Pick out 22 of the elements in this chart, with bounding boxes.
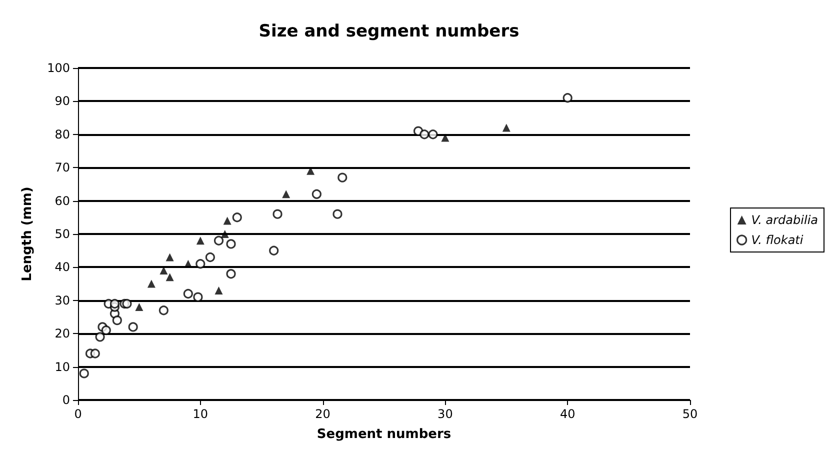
chart-title: Size and segment numbers	[258, 22, 520, 42]
x-tick-label: 20	[315, 407, 330, 421]
y-tick-label: 40	[54, 260, 70, 274]
legend-label: V. ardabilia	[751, 213, 818, 227]
y-tick-label: 60	[54, 194, 70, 208]
y-tick-label: 30	[54, 293, 70, 308]
y-tick-label: 0	[62, 393, 70, 407]
y-tick-label: 100	[47, 61, 70, 75]
y-tick-label: 70	[54, 160, 70, 175]
y-tick-label: 10	[54, 360, 70, 374]
y-axis-title: Length (mm)	[20, 186, 35, 282]
x-axis-title: Segment numbers	[316, 427, 452, 442]
y-tick-label: 80	[54, 127, 70, 142]
x-tick-label: 40	[560, 407, 576, 421]
y-tick-label: 90	[54, 94, 70, 108]
y-tick-label: 50	[54, 227, 70, 241]
x-tick-label: 10	[192, 407, 208, 421]
y-tick-label: 20	[54, 326, 70, 341]
legend-label: V. flokati	[751, 233, 804, 247]
x-tick-label: 50	[682, 407, 698, 421]
x-tick-label: 0	[74, 407, 82, 421]
x-tick-label: 30	[438, 407, 453, 421]
